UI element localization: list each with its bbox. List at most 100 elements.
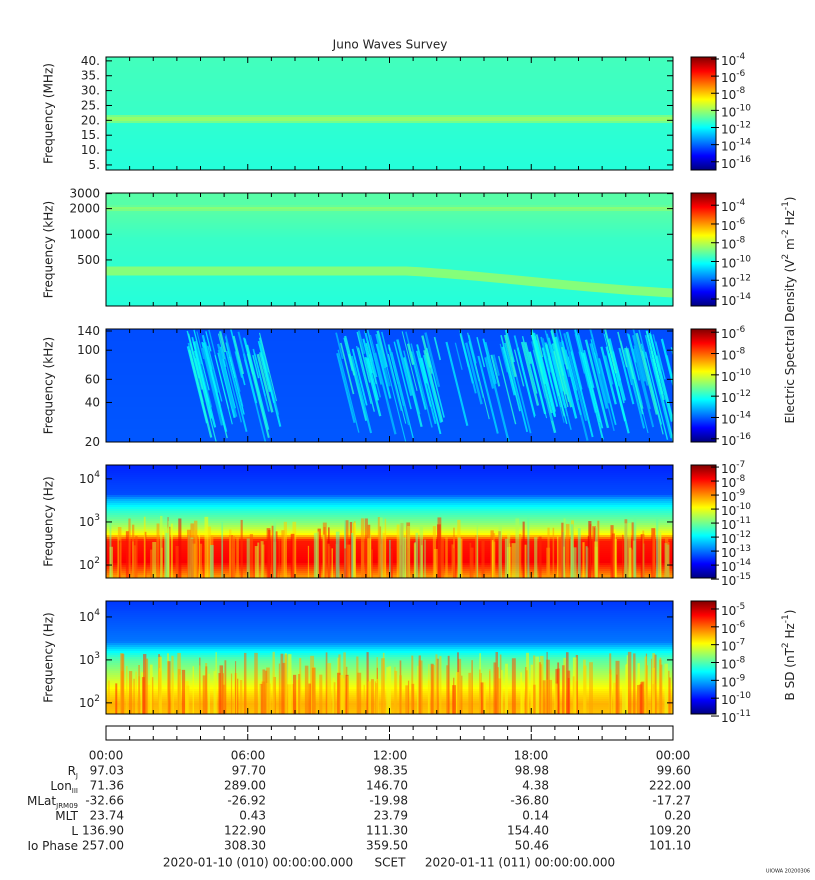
spectrogram-row [106, 87, 673, 90]
colorbar-tick-label: 10-13 [721, 544, 751, 560]
spectrogram-row [106, 67, 673, 70]
colorbar-tick-label: 10-16 [721, 431, 751, 447]
colorbar-tick-label: 10-8 [721, 86, 746, 102]
streak [522, 521, 525, 578]
y-tick-label: 15. [81, 128, 100, 142]
spectrogram-row [106, 659, 673, 662]
streak [207, 526, 212, 578]
streak [308, 683, 312, 714]
spectrogram-row [106, 217, 673, 220]
streak [553, 350, 569, 408]
spectrogram-row [106, 473, 673, 476]
streak [261, 681, 266, 714]
streak [535, 656, 540, 714]
tick-exponent: -12 [736, 530, 751, 540]
streak [281, 530, 285, 578]
streak [135, 535, 138, 578]
tick-exponent: -6 [736, 325, 745, 335]
spectrogram-row [106, 281, 673, 284]
y-tick-label: 35. [81, 68, 100, 82]
tick-exponent: -7 [736, 460, 745, 470]
spectrogram-row [106, 627, 673, 630]
spectrogram-row [106, 365, 673, 368]
colorbar-tick-label: 10-10 [721, 103, 751, 119]
streak [396, 339, 413, 396]
streak [133, 678, 135, 714]
tick-base: 10 [721, 518, 736, 532]
streak [527, 517, 530, 578]
tick-exponent: -13 [736, 544, 751, 554]
row-value: 97.70 [232, 764, 266, 778]
streak [582, 352, 604, 429]
streak [562, 546, 565, 578]
streak [574, 329, 596, 411]
tick-base: 10 [721, 574, 736, 588]
streak [511, 658, 516, 714]
spectrogram-row [106, 129, 673, 132]
colorbar-tick-label: 10-14 [721, 410, 751, 426]
streak [177, 652, 181, 714]
tick-base: 10 [721, 200, 736, 214]
spectrogram-row [106, 209, 673, 212]
row-label-text: R [68, 764, 76, 778]
streak [196, 331, 205, 360]
streak [469, 542, 472, 578]
spectrogram-row [106, 429, 673, 432]
streak [149, 664, 153, 714]
streak [337, 672, 341, 714]
streak [547, 358, 562, 408]
spectrogram-row [106, 289, 673, 292]
streak [525, 670, 528, 714]
streak [479, 653, 481, 714]
spectrogram-row [106, 247, 673, 250]
streak [352, 522, 356, 578]
scet-label: SCET [375, 856, 407, 870]
streak [222, 684, 225, 714]
streak [254, 652, 258, 714]
row-value: 359.50 [366, 839, 408, 853]
streak [652, 334, 663, 370]
streak [507, 533, 511, 578]
streak [570, 524, 574, 578]
colorbar-tick-label: 10-12 [721, 120, 751, 136]
tick-exponent: -5 [736, 601, 745, 611]
tick-exponent: -10 [736, 502, 751, 512]
streak [485, 341, 497, 384]
spectrogram-row [106, 279, 673, 282]
spectrogram-row [106, 199, 673, 202]
spectrogram-row [106, 533, 673, 536]
tick-base: 10 [721, 71, 736, 85]
streak [420, 357, 442, 435]
streak [421, 545, 423, 578]
streak [436, 658, 439, 714]
streak [649, 355, 672, 439]
spectrogram [106, 193, 673, 306]
streak [386, 667, 389, 714]
streak [108, 680, 110, 714]
streak [278, 663, 281, 714]
spectrogram-row [106, 205, 673, 208]
spectrogram-row [106, 417, 673, 420]
spectrogram-row [106, 501, 673, 504]
streak [618, 347, 635, 405]
spectrogram-row [106, 93, 673, 96]
tick-base: 10 [721, 476, 736, 490]
spectrogram-row [106, 403, 673, 406]
start-time: 2020-01-10 (010) 00:00:00.000 [163, 856, 353, 870]
spectrogram-row [106, 153, 673, 156]
streak [366, 357, 380, 401]
streak [396, 524, 401, 578]
streak [572, 676, 575, 714]
row-value: 0.43 [239, 809, 266, 823]
streak [525, 667, 527, 714]
streak [577, 528, 581, 578]
spectrogram-row [106, 607, 673, 610]
streak [351, 348, 368, 406]
streak [622, 685, 626, 714]
spectrogram-row [106, 111, 673, 114]
tick-base: 10 [721, 88, 736, 102]
row-label: MLT [55, 809, 78, 823]
streak [403, 350, 421, 415]
streak [623, 349, 646, 429]
